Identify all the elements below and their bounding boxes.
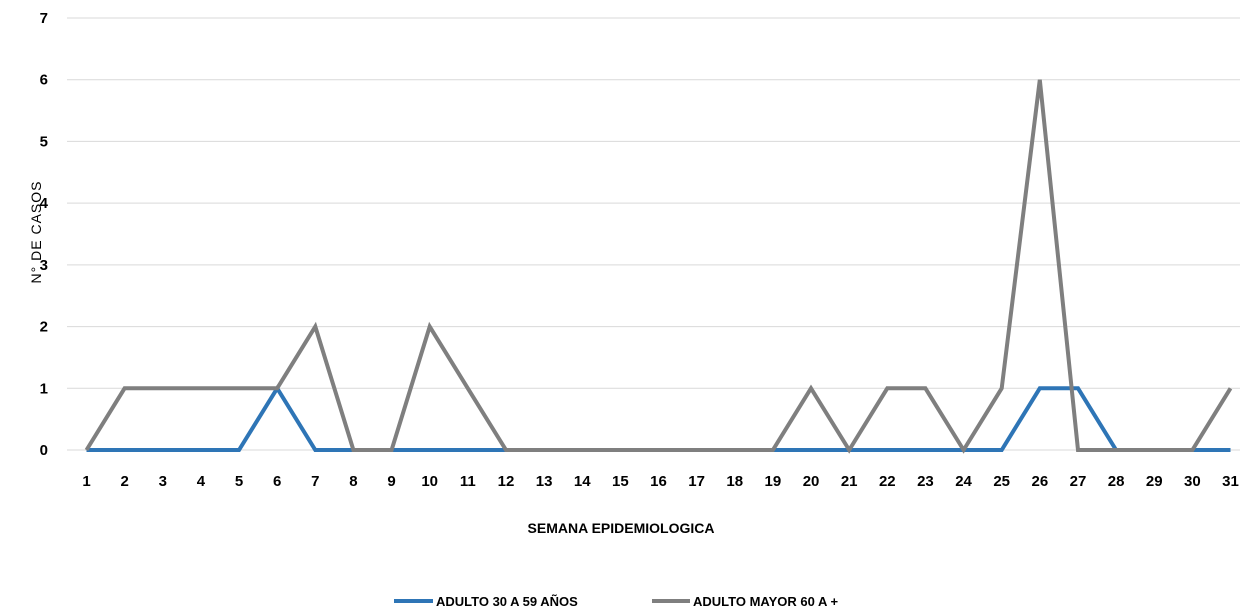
series-lines	[84, 79, 1233, 454]
x-tick-label: 19	[765, 473, 782, 490]
y-tick-label: 2	[40, 319, 48, 336]
x-tick-label: 13	[536, 473, 553, 490]
y-axis-title: N° DE CASOS	[28, 181, 44, 284]
x-tick-label: 12	[498, 473, 515, 490]
x-tick-label: 22	[879, 473, 896, 490]
x-tick-label: 4	[197, 473, 206, 490]
legend-label-adulto-30-59: ADULTO 30 A 59 AÑOS	[436, 594, 578, 609]
x-tick-label: 14	[574, 473, 591, 490]
x-tick-label: 26	[1031, 473, 1048, 490]
gridlines	[67, 17, 1240, 451]
x-tick-label: 7	[311, 473, 319, 490]
x-tick-label: 17	[688, 473, 705, 490]
y-tick-label: 3	[40, 257, 48, 274]
x-tick-label: 25	[993, 473, 1010, 490]
x-tick-label: 9	[387, 473, 395, 490]
x-tick-label: 2	[120, 473, 128, 490]
x-tick-label: 21	[841, 473, 858, 490]
y-tick-label: 1	[40, 380, 48, 397]
series-line-1	[84, 79, 1233, 454]
x-tick-label: 6	[273, 473, 281, 490]
y-tick-label: 5	[40, 133, 48, 150]
y-tick-label: 0	[40, 442, 48, 459]
x-tick-label: 30	[1184, 473, 1201, 490]
legend-label-adulto-mayor-60: ADULTO MAYOR 60 A +	[693, 594, 838, 609]
y-axis-ticks: 0 1 2 3 4 5 6 7	[40, 10, 49, 459]
x-tick-label: 11	[460, 473, 476, 490]
x-axis-title: SEMANA EPIDEMIOLOGICA	[528, 520, 715, 536]
x-tick-label: 5	[235, 473, 243, 490]
x-tick-label: 15	[612, 473, 629, 490]
x-tick-label: 24	[955, 473, 972, 490]
y-tick-label: 7	[40, 10, 48, 27]
x-tick-label: 27	[1070, 473, 1087, 490]
x-tick-label: 16	[650, 473, 667, 490]
x-tick-label: 28	[1108, 473, 1125, 490]
x-tick-label: 31	[1222, 473, 1239, 490]
x-tick-label: 1	[82, 473, 90, 490]
x-tick-label: 3	[159, 473, 167, 490]
series-line-0	[86, 384, 1231, 452]
x-tick-label: 20	[803, 473, 820, 490]
x-tick-label: 18	[726, 473, 743, 490]
x-tick-label: 8	[349, 473, 357, 490]
x-tick-label: 10	[421, 473, 438, 490]
legend: ADULTO 30 A 59 AÑOS ADULTO MAYOR 60 A +	[394, 594, 838, 609]
x-tick-label: 29	[1146, 473, 1163, 490]
x-tick-label: 23	[917, 473, 934, 490]
y-tick-label: 4	[40, 195, 49, 212]
x-axis-ticks: 1 2 3 4 5 6 7 8 9 10 11 12 13 14 15 16 17 18 19 20 21 22 23 24 2…	[82, 473, 1239, 490]
y-tick-label: 6	[40, 72, 48, 89]
